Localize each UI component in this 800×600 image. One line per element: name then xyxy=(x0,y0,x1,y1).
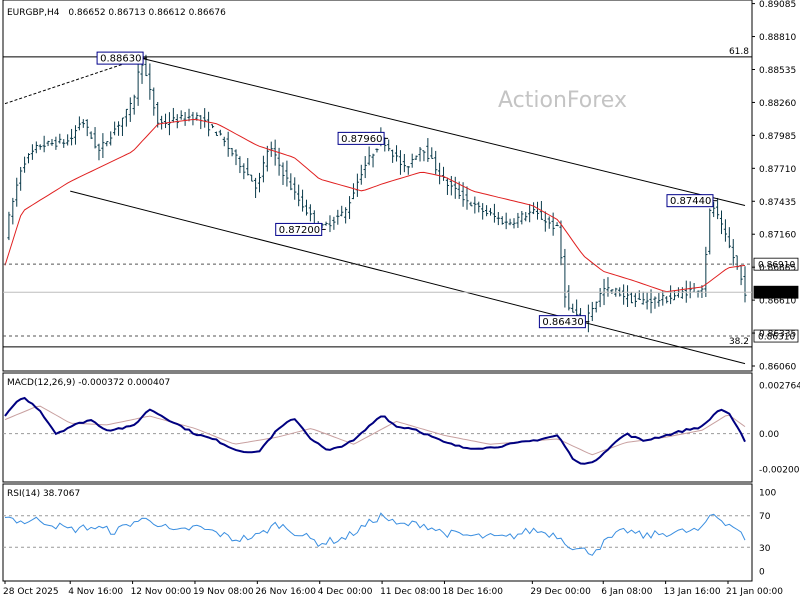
y-axis-label: 0.88260 xyxy=(759,99,796,109)
macd-axis-label: -0.002005 xyxy=(759,466,800,476)
price-label: 0.87440 xyxy=(670,196,711,207)
rsi-axis-label: 100 xyxy=(759,489,776,499)
rsi-axis-label: 30 xyxy=(759,544,771,554)
y-axis-label: 0.89085 xyxy=(759,0,796,10)
price-label-box xyxy=(666,194,714,208)
macd-pane: MACD(12,26,9) -0.000372 0.000407 0.002764… xyxy=(2,372,800,483)
x-axis-label: 21 Jan 00:00 xyxy=(726,587,783,597)
symbol-label: EURGBP,H4 xyxy=(7,8,60,18)
price-level-box xyxy=(753,329,799,343)
price-label-box xyxy=(538,315,586,329)
rsi-axis-label: 70 xyxy=(759,512,771,522)
moving-average-line xyxy=(4,118,746,293)
ohlc-values: 0.86652 0.86713 0.86612 0.86676 xyxy=(68,8,226,18)
main-pane-frame xyxy=(2,0,753,372)
y-axis-label: 0.88810 xyxy=(759,33,796,43)
price-label: 0.88630 xyxy=(100,54,141,65)
y-axis-label: 0.87985 xyxy=(759,132,796,142)
y-axis-label: 0.86610 xyxy=(759,297,796,307)
x-axis-label: 12 Nov 00:00 xyxy=(131,587,192,597)
x-axis-label: 4 Nov 16:00 xyxy=(68,587,123,597)
y-axis-label: 0.86885 xyxy=(759,264,796,274)
macd-axis-label: 0.00 xyxy=(759,430,779,440)
x-axis: 28 Oct 2025 4 Nov 16:00 12 Nov 00:00 19 Nov… xyxy=(3,581,783,597)
macd-title: MACD(12,26,9) -0.000372 0.000407 xyxy=(7,378,170,388)
x-axis-label: 4 Dec 00:00 xyxy=(318,587,373,597)
y-axis-label: 0.87710 xyxy=(759,165,796,175)
price-label: 0.87200 xyxy=(279,225,320,236)
rsi-pane: RSI(14) 38.7067 100 70 30 0 xyxy=(2,483,776,582)
macd-signal-line xyxy=(4,405,746,456)
price-level-box xyxy=(753,257,799,271)
watermark: ActionForex xyxy=(498,88,627,113)
price-label: 0.87960 xyxy=(341,134,382,145)
price-level-label: 0.86910 xyxy=(758,261,795,271)
rsi-line xyxy=(4,512,746,556)
rsi-title: RSI(14) 38.7067 xyxy=(7,489,80,499)
x-axis-label: 29 Dec 00:00 xyxy=(530,587,591,597)
channel-lower-line xyxy=(70,190,746,365)
macd-line xyxy=(4,396,746,465)
price-label: 0.86430 xyxy=(542,317,583,328)
price-level-label: 0.86676 xyxy=(758,289,795,299)
y-axis-label: 0.86335 xyxy=(759,330,796,340)
x-axis-label: 26 Nov 16:00 xyxy=(255,587,316,597)
fibonacci-level-label: 61.8 xyxy=(729,47,749,57)
y-axis-label: 0.88535 xyxy=(759,66,796,76)
x-axis-label: 6 Jan 08:00 xyxy=(601,587,653,597)
macd-axis-label: 0.002764 xyxy=(759,382,800,392)
candlesticks xyxy=(7,54,747,333)
fibonacci-level-label: 38.2 xyxy=(729,337,749,347)
x-axis-label: 11 Dec 08:00 xyxy=(380,587,441,597)
x-axis-label: 13 Jan 16:00 xyxy=(664,587,721,597)
y-axis-label: 0.86060 xyxy=(759,363,796,373)
prior-trendline xyxy=(4,57,142,105)
price-label-box xyxy=(337,131,385,145)
price-level-box xyxy=(753,285,799,299)
x-axis-label: 28 Oct 2025 xyxy=(3,587,59,597)
price-level-label: 0.86310 xyxy=(758,333,795,343)
y-axis-label: 0.87160 xyxy=(759,231,796,241)
x-axis-label: 18 Dec 16:00 xyxy=(442,587,503,597)
price-label-box xyxy=(275,222,323,236)
price-label-box xyxy=(96,51,144,65)
chart-symbol-header: EURGBP,H4 0.86652 0.86713 0.86612 0.8667… xyxy=(7,8,226,18)
rsi-axis-label: 0 xyxy=(759,568,765,578)
y-axis-label: 0.87435 xyxy=(759,198,796,208)
main-price-pane: 61.8 0.86910 0.86676 0.86310 38.2 0.88630 0.87… xyxy=(2,0,799,373)
channel-upper-line xyxy=(140,57,746,206)
x-axis-label: 19 Nov 08:00 xyxy=(193,587,254,597)
macd-pane-frame xyxy=(2,372,753,483)
rsi-pane-frame xyxy=(2,483,753,582)
